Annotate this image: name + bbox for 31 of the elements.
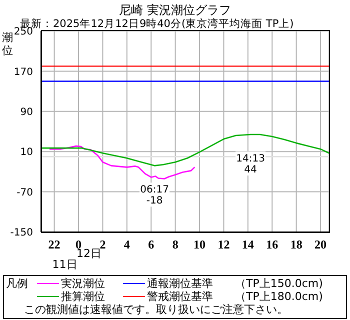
x-tick-label: 16 [266,238,278,252]
y-tick-label: 10 [20,147,33,158]
annotation: 14:13 44 [236,154,265,176]
line-series [48,145,196,180]
x-tick-label: 20 [314,238,327,252]
y-axis-title: 潮位 [2,31,14,57]
legend-title: 凡例 [6,277,28,290]
legend-label: 推算潮位 [61,290,105,303]
x-tick-label: 22 [48,238,60,252]
x-tick-label: 8 [172,238,178,252]
y-tick-label: -150 [10,228,33,239]
legend-label: 実況潮位 [61,277,105,290]
text: 12日 [76,247,102,261]
x-tick-label: 10 [194,238,206,252]
legend-label: 通報潮位基準 （TP上150.0cm) [147,277,323,290]
x-tick-label: 14 [242,238,254,252]
x-tick-label: 4 [124,238,130,252]
y-tick-label: 90 [20,106,33,118]
legend-label: 警戒潮位基準 （TP上180.0cm) [147,290,323,303]
line-series [41,134,329,166]
y-tick-label: 250 [14,26,33,38]
chart-title: 尼崎 実況潮位グラフ [118,2,232,18]
annotation: 06:17 -18 [140,184,169,207]
text: この観測値は速報値です。取り扱いにご注意下さい。 [24,303,288,316]
x-tick-label: 18 [290,238,302,252]
x-tick-label: 12 [218,238,230,252]
x-tick-label: 2 [100,238,106,252]
y-tick-label: -70 [16,187,33,198]
x-tick-label: 6 [148,238,154,252]
text: 11日 [52,257,78,272]
y-tick-label: 170 [14,66,33,78]
